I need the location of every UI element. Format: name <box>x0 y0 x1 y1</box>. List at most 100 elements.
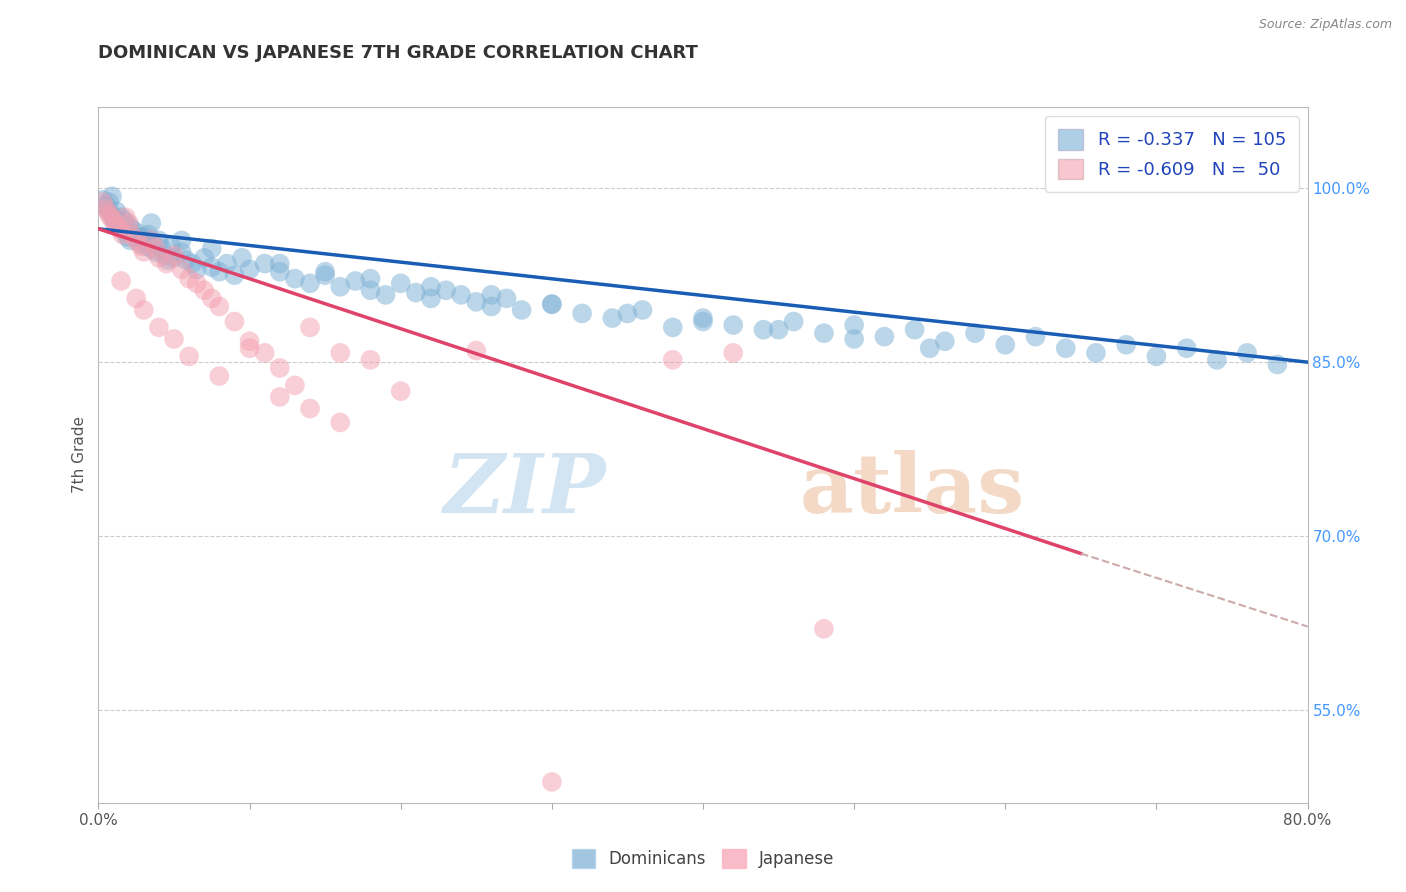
Point <box>374 288 396 302</box>
Point <box>329 346 352 360</box>
Point <box>110 274 132 288</box>
Point <box>94 202 117 216</box>
Point <box>141 233 163 247</box>
Point <box>105 204 128 219</box>
Point <box>1085 346 1108 360</box>
Point <box>510 303 533 318</box>
Point <box>145 242 167 256</box>
Point <box>91 193 114 207</box>
Point <box>132 230 155 244</box>
Y-axis label: 7th Grade: 7th Grade <box>72 417 87 493</box>
Point <box>201 242 224 256</box>
Point <box>918 341 941 355</box>
Point <box>129 239 152 253</box>
Point <box>1115 338 1137 352</box>
Point <box>120 233 142 247</box>
Legend: R = -0.337   N = 105, R = -0.609   N =  50: R = -0.337 N = 105, R = -0.609 N = 50 <box>1045 116 1299 192</box>
Point <box>121 227 143 242</box>
Point <box>299 320 322 334</box>
Point <box>132 244 155 259</box>
Point <box>329 416 352 430</box>
Point <box>692 315 714 329</box>
Point <box>104 216 127 230</box>
Point <box>616 306 638 320</box>
Point <box>389 277 412 291</box>
Point <box>1267 358 1289 372</box>
Point <box>129 236 152 251</box>
Point <box>110 211 132 225</box>
Point <box>284 271 307 285</box>
Point <box>163 248 186 262</box>
Point <box>389 384 412 399</box>
Point <box>186 277 208 291</box>
Point <box>94 199 117 213</box>
Point <box>142 236 165 251</box>
Point <box>1206 352 1229 367</box>
Point <box>145 244 167 259</box>
Point <box>121 222 143 236</box>
Text: Source: ZipAtlas.com: Source: ZipAtlas.com <box>1258 18 1392 31</box>
Point <box>132 303 155 318</box>
Point <box>1024 329 1046 343</box>
Point <box>420 291 443 305</box>
Point <box>450 288 472 302</box>
Point <box>181 257 204 271</box>
Point <box>224 268 246 282</box>
Point <box>813 622 835 636</box>
Point <box>723 346 745 360</box>
Point <box>193 283 215 297</box>
Point <box>150 242 173 256</box>
Point <box>128 233 150 247</box>
Point <box>239 334 262 349</box>
Point <box>692 311 714 326</box>
Point <box>1175 341 1198 355</box>
Point <box>141 242 163 256</box>
Point <box>269 265 291 279</box>
Point <box>299 401 322 416</box>
Point <box>662 320 685 334</box>
Point <box>481 288 503 302</box>
Point <box>193 251 215 265</box>
Point <box>108 222 131 236</box>
Point <box>101 189 124 203</box>
Point <box>239 341 262 355</box>
Point <box>723 318 745 332</box>
Point <box>103 213 125 227</box>
Point <box>107 213 129 227</box>
Point <box>269 390 291 404</box>
Point <box>329 280 352 294</box>
Point <box>148 233 170 247</box>
Point <box>163 332 186 346</box>
Point <box>112 213 135 227</box>
Point <box>662 352 685 367</box>
Point <box>844 332 866 346</box>
Point <box>114 211 136 225</box>
Point <box>208 300 231 314</box>
Point <box>108 219 131 233</box>
Point <box>965 326 987 341</box>
Point <box>100 207 122 221</box>
Point <box>139 233 162 247</box>
Point <box>179 350 201 364</box>
Point <box>934 334 956 349</box>
Point <box>170 233 193 247</box>
Point <box>631 303 654 318</box>
Point <box>1236 346 1258 360</box>
Point <box>114 225 136 239</box>
Point <box>299 277 322 291</box>
Point <box>170 262 193 277</box>
Point <box>118 216 141 230</box>
Text: ZIP: ZIP <box>444 450 606 530</box>
Point <box>96 202 118 216</box>
Point <box>155 257 177 271</box>
Point <box>135 239 157 253</box>
Point <box>420 280 443 294</box>
Point <box>344 274 367 288</box>
Point <box>100 211 122 225</box>
Point <box>103 211 125 225</box>
Point <box>111 222 134 236</box>
Point <box>208 265 231 279</box>
Point <box>186 262 208 277</box>
Point <box>434 283 457 297</box>
Point <box>465 294 488 309</box>
